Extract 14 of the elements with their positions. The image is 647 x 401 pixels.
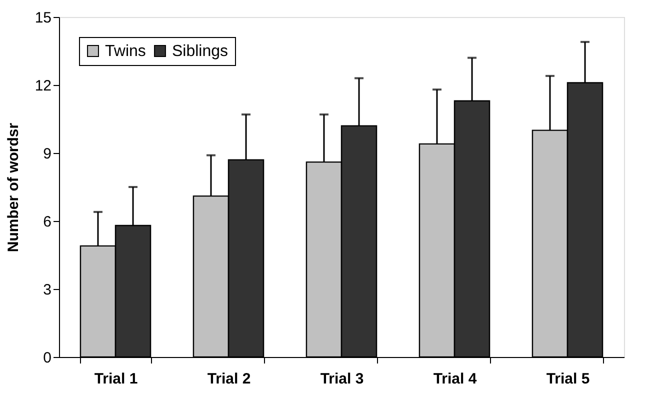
- x-tick-label: Trial 4: [433, 370, 478, 388]
- x-tick-label: Trial 5: [546, 370, 590, 388]
- y-axis-title: Number of wordsr: [4, 122, 22, 252]
- y-tick-label: 15: [34, 10, 52, 26]
- y-tick-label: 12: [34, 78, 52, 94]
- legend-label: Siblings: [172, 43, 228, 60]
- x-tick-label: Trial 3: [320, 370, 364, 388]
- y-tick-label: 3: [43, 282, 52, 298]
- x-tick-label: Trial 1: [94, 370, 138, 388]
- x-tick-label: Trial 2: [207, 370, 251, 388]
- y-tick-label: 6: [43, 214, 52, 230]
- y-tick-label: 9: [43, 146, 52, 162]
- legend-label: Twins: [105, 43, 146, 60]
- y-tick-label: 0: [43, 350, 52, 366]
